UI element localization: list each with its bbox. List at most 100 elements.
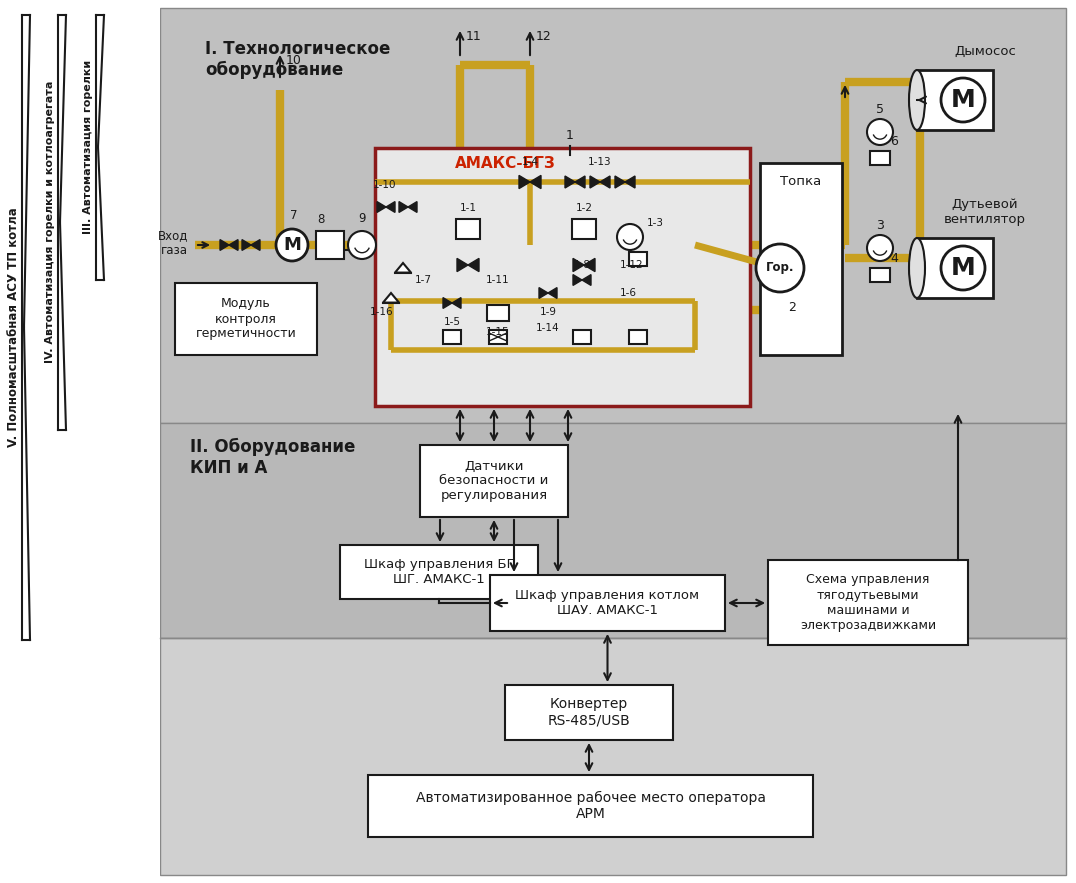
FancyBboxPatch shape — [490, 575, 725, 631]
Text: I. Технологическое
оборудование: I. Технологическое оборудование — [206, 40, 391, 79]
Text: 1-6: 1-6 — [620, 288, 637, 298]
FancyBboxPatch shape — [368, 775, 813, 837]
Polygon shape — [452, 298, 461, 308]
Polygon shape — [548, 288, 557, 298]
Polygon shape — [625, 176, 635, 188]
Text: 1-9: 1-9 — [539, 307, 556, 317]
Polygon shape — [574, 259, 584, 272]
Circle shape — [867, 235, 893, 261]
FancyBboxPatch shape — [376, 148, 750, 406]
FancyBboxPatch shape — [760, 163, 843, 355]
Text: 1-10: 1-10 — [373, 180, 397, 190]
Polygon shape — [575, 176, 585, 188]
FancyBboxPatch shape — [870, 151, 890, 165]
Polygon shape — [399, 201, 408, 213]
Text: 2: 2 — [788, 301, 796, 314]
Text: V. Полномасштабная АСУ ТП котла: V. Полномасштабная АСУ ТП котла — [8, 208, 20, 447]
Circle shape — [617, 224, 643, 250]
FancyBboxPatch shape — [175, 283, 317, 355]
Text: 9: 9 — [358, 212, 366, 225]
Text: 3: 3 — [876, 219, 884, 232]
Polygon shape — [443, 298, 452, 308]
Circle shape — [942, 78, 985, 122]
FancyBboxPatch shape — [160, 638, 1066, 875]
FancyBboxPatch shape — [572, 219, 596, 239]
Polygon shape — [615, 176, 625, 188]
Polygon shape — [519, 176, 530, 189]
Polygon shape — [383, 293, 399, 303]
Text: 1: 1 — [566, 129, 574, 142]
Polygon shape — [229, 239, 238, 251]
Text: АМАКС-БГЗ: АМАКС-БГЗ — [455, 156, 555, 171]
Text: 4: 4 — [890, 252, 897, 265]
Text: 1-1: 1-1 — [459, 203, 477, 213]
FancyBboxPatch shape — [340, 545, 538, 599]
Polygon shape — [582, 275, 591, 285]
Circle shape — [277, 229, 308, 261]
FancyBboxPatch shape — [505, 685, 672, 740]
Text: 1-13: 1-13 — [589, 157, 612, 167]
Text: Дымосос: Дымосос — [954, 45, 1016, 58]
Text: Гор.: Гор. — [766, 261, 794, 275]
Circle shape — [867, 119, 893, 145]
Text: 7: 7 — [291, 209, 298, 222]
Polygon shape — [251, 239, 260, 251]
FancyBboxPatch shape — [443, 330, 461, 344]
Text: М: М — [950, 88, 975, 112]
Polygon shape — [395, 263, 411, 273]
FancyBboxPatch shape — [768, 560, 968, 645]
Polygon shape — [242, 239, 251, 251]
Text: 1-2: 1-2 — [576, 203, 593, 213]
Polygon shape — [468, 259, 479, 272]
Text: 11: 11 — [466, 29, 482, 42]
Text: 1-12: 1-12 — [620, 260, 643, 270]
Polygon shape — [220, 239, 229, 251]
FancyBboxPatch shape — [420, 445, 568, 517]
FancyBboxPatch shape — [0, 0, 160, 883]
Text: 5: 5 — [876, 103, 884, 116]
Polygon shape — [386, 201, 395, 213]
FancyBboxPatch shape — [316, 231, 344, 259]
Text: IV. Автоматизация горелки и котлоагрегата: IV. Автоматизация горелки и котлоагрегат… — [45, 81, 55, 363]
FancyBboxPatch shape — [917, 238, 993, 298]
Text: М: М — [950, 256, 975, 280]
Polygon shape — [574, 275, 582, 285]
Text: Датчики
безопасности и
регулирования: Датчики безопасности и регулирования — [439, 459, 549, 502]
Polygon shape — [457, 259, 468, 272]
Text: 10: 10 — [286, 54, 302, 66]
Text: 12: 12 — [536, 29, 552, 42]
Text: Шкаф управления котлом
ШАУ. АМАКС-1: Шкаф управления котлом ШАУ. АМАКС-1 — [515, 589, 699, 617]
Circle shape — [942, 246, 985, 290]
Polygon shape — [539, 288, 548, 298]
Text: 1-5: 1-5 — [443, 317, 461, 327]
Text: 1-7: 1-7 — [415, 275, 431, 285]
FancyBboxPatch shape — [574, 330, 591, 344]
Text: Модуль
контроля
герметичности: Модуль контроля герметичности — [196, 298, 296, 341]
FancyBboxPatch shape — [489, 330, 507, 344]
Text: М: М — [283, 236, 301, 254]
Text: Топка: Топка — [780, 175, 822, 188]
Polygon shape — [530, 176, 541, 189]
Polygon shape — [590, 176, 600, 188]
Text: 8: 8 — [317, 213, 324, 226]
Text: Конвертер
RS-485/USB: Конвертер RS-485/USB — [548, 698, 631, 728]
Text: III. Автоматизация горелки: III. Автоматизация горелки — [83, 60, 93, 234]
FancyBboxPatch shape — [917, 70, 993, 130]
Circle shape — [756, 244, 804, 292]
Text: Шкаф управления БГ
ШГ. АМАКС-1: Шкаф управления БГ ШГ. АМАКС-1 — [364, 558, 514, 586]
Polygon shape — [408, 201, 417, 213]
FancyBboxPatch shape — [160, 423, 1066, 638]
FancyBboxPatch shape — [629, 330, 647, 344]
Text: 1-15: 1-15 — [486, 327, 510, 337]
Text: Схема управления
тягодутьевыми
машинами и
электрозадвижками: Схема управления тягодутьевыми машинами … — [799, 573, 936, 631]
Ellipse shape — [909, 238, 925, 298]
FancyBboxPatch shape — [629, 252, 647, 266]
FancyBboxPatch shape — [870, 268, 890, 282]
Text: Вход
газа: Вход газа — [157, 229, 188, 257]
Text: II. Оборудование
КИП и А: II. Оборудование КИП и А — [190, 438, 355, 477]
Polygon shape — [600, 176, 610, 188]
Polygon shape — [377, 201, 386, 213]
FancyBboxPatch shape — [160, 8, 1066, 423]
Text: 6: 6 — [890, 135, 897, 148]
Polygon shape — [584, 259, 595, 272]
